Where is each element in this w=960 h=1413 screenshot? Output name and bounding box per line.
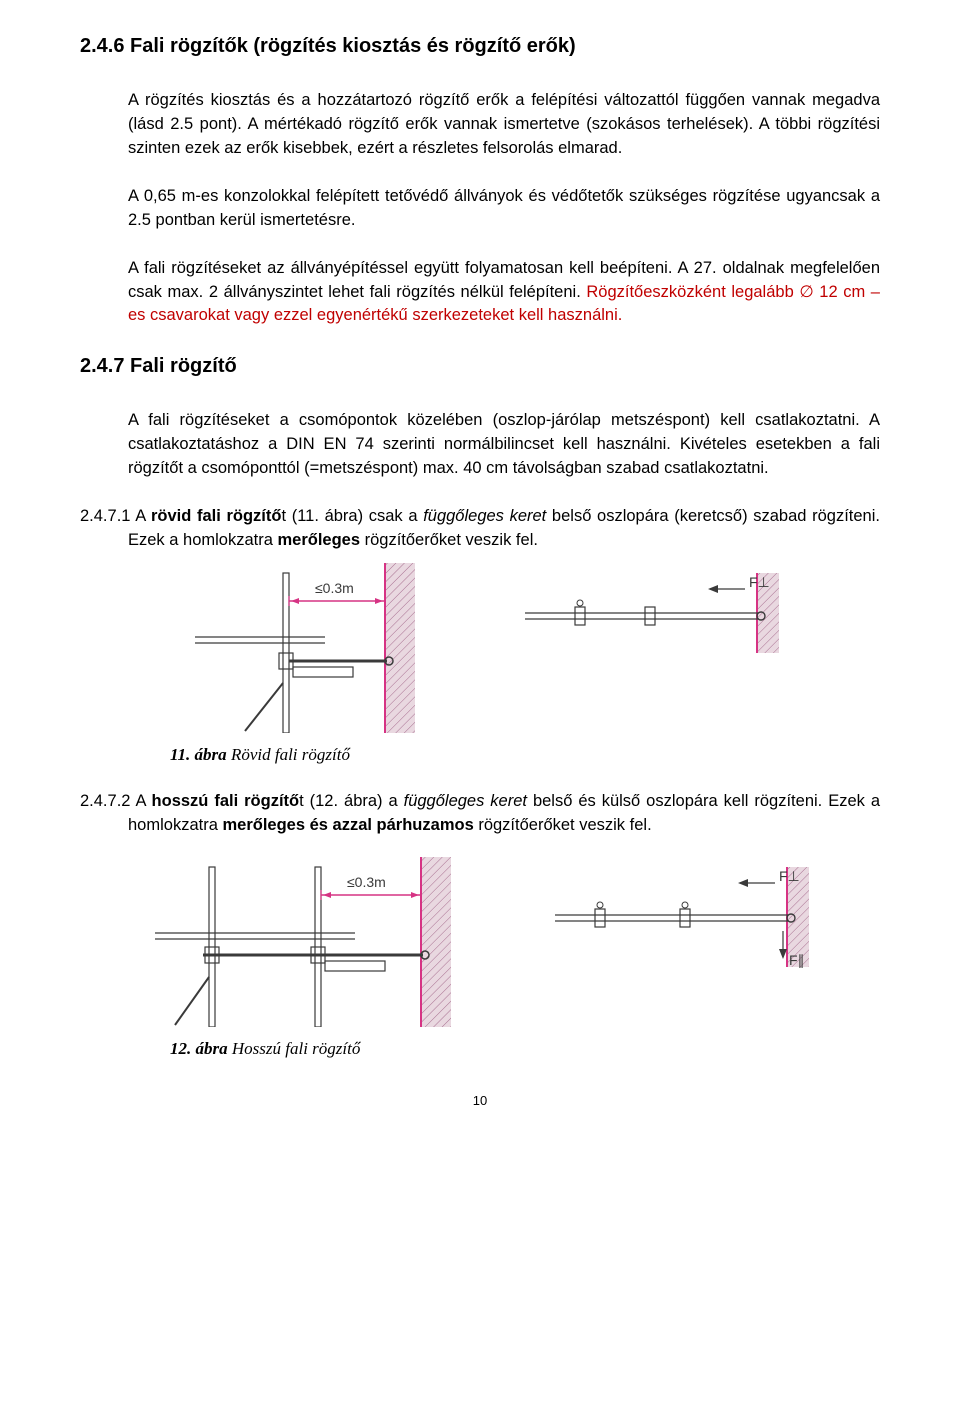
fig12-dim-label: ≤0.3m [347,874,386,890]
fig11-right: F⊥ [515,563,785,663]
caption-12-text: Hosszú fali rögzítő [228,1039,361,1058]
para-6g: rögzítőerőket veszik fel. [474,816,652,834]
para-5g: rögzítőerőket veszik fel. [360,531,538,549]
figure-11: ≤0.3m F⊥ [80,563,880,733]
figure-12: ≤0.3m F⊥ F∥ [80,857,880,1027]
fig12-left: ≤0.3m [145,857,455,1027]
para-5c: t (11. ábra) csak a [281,507,423,525]
caption-12: 12. ábra Hosszú fali rögzítő [170,1037,880,1062]
caption-12-num: 12. ábra [170,1039,228,1058]
caption-11-text: Rövid fali rögzítő [227,745,350,764]
para-6c: t (12. ábra) a [299,792,404,810]
fig11-left: ≤0.3m [175,563,425,733]
para-5b: rövid fali rögzítő [151,507,282,525]
heading-247: 2.4.7 Fali rögzítő [80,352,880,381]
fig12-fperp: F⊥ [779,868,800,884]
para-1: A rögzítés kiosztás és a hozzátartozó rö… [128,89,880,161]
para-5: 2.4.7.1 A rövid fali rögzítőt (11. ábra)… [80,505,880,553]
para-6d: függőleges keret [404,792,527,810]
para-3: A fali rögzítéseket az állványépítéssel … [128,257,880,329]
para-4: A fali rögzítéseket a csomópontok közelé… [128,409,880,481]
page-number: 10 [80,1092,880,1111]
para-2: A 0,65 m-es konzolokkal felépített tetőv… [128,185,880,233]
fig12-fpar: F∥ [789,952,805,968]
para-6a: 2.4.7.2 A [80,792,152,810]
fig12-right: F⊥ F∥ [545,857,815,977]
caption-11-num: 11. ábra [170,745,227,764]
caption-11: 11. ábra Rövid fali rögzítő [170,743,880,768]
fig11-dim-label: ≤0.3m [315,580,354,596]
fig11-fperp: F⊥ [749,574,770,590]
para-6: 2.4.7.2 A hosszú fali rögzítőt (12. ábra… [80,790,880,838]
para-6f: merőleges és azzal párhuzamos [222,816,473,834]
heading-246: 2.4.6 Fali rögzítők (rögzítés kiosztás é… [80,32,880,61]
para-5a: 2.4.7.1 A [80,507,151,525]
para-5f: merőleges [277,531,360,549]
para-5d: függőleges keret [423,507,546,525]
para-6b: hosszú fali rögzítő [152,792,300,810]
